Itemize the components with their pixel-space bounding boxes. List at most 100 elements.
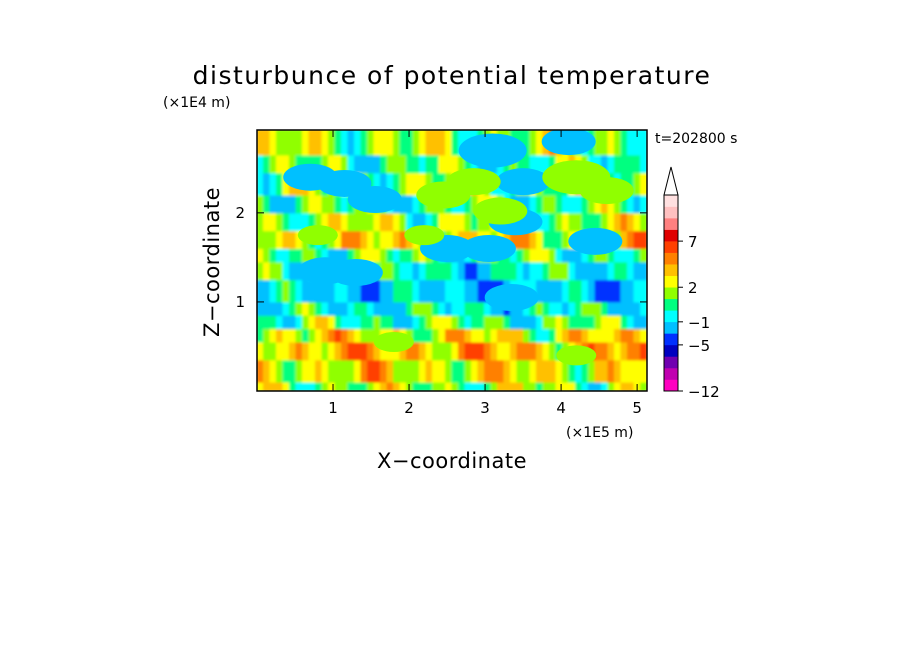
contour-band [633,194,641,214]
contour-band [432,314,440,330]
contour-band [386,130,394,156]
contour-band [594,301,602,316]
contour-band [367,154,375,174]
contour-band [380,247,388,263]
contour-band [529,230,537,249]
contour-band [607,341,615,361]
contour-band [432,261,440,281]
contour-band [257,279,264,303]
contour-band [451,328,459,343]
anomaly-contour [541,130,596,156]
contour-band [263,381,271,391]
contour-band [386,212,394,232]
contour-band [282,261,290,281]
contour-band [516,359,524,383]
contour-band [412,154,420,174]
contour-band [607,130,615,156]
contour-band [399,314,407,330]
contour-band [406,314,414,330]
contour-band [445,279,453,303]
anomaly-contour [473,197,528,225]
contour-band [276,341,284,361]
contour-band [464,314,472,330]
contour-band [393,381,401,391]
contour-band [464,341,472,361]
contour-band [289,247,297,263]
contour-band [276,154,284,174]
contour-band [425,381,433,391]
contour-band [445,314,453,330]
contour-band [341,359,349,383]
x-tick-label: 5 [632,399,642,417]
contour-band [367,314,375,330]
anomaly-contour [328,259,383,287]
contour-band [282,230,290,249]
contour-band [503,328,511,343]
contour-band [484,341,492,361]
contour-band [334,279,342,303]
contour-band [347,359,355,383]
contour-band [341,301,349,316]
contour-band [536,314,544,330]
contour-band [555,212,563,232]
contour-band [581,301,589,316]
anomaly-contour [556,345,597,366]
contour-band [295,230,303,249]
contour-band [464,212,472,232]
contour-band [412,279,420,303]
contour-band [412,247,420,263]
contour-band [315,314,323,330]
y-axis-label: Z−coordinate [200,187,224,337]
colorbar-swatch [664,206,678,219]
contour-band [549,194,557,214]
contour-band [282,130,290,156]
contour-band [282,301,290,316]
contour-band [360,359,368,383]
contour-band [341,328,349,343]
contour-band [412,301,420,316]
contour-band [640,314,647,330]
contour-band [594,359,602,383]
contour-band [640,230,647,249]
contour-band [536,279,544,303]
contour-band [575,328,583,343]
colorbar-label: 2 [688,279,698,297]
contour-band [601,154,609,174]
contour-band [263,172,271,196]
contour-band [354,279,362,303]
contour-band [438,341,446,361]
contour-band [269,194,277,214]
contour-band [542,194,550,214]
y-tick-label: 2 [235,204,245,222]
contour-band [406,261,414,281]
contour-band [438,212,446,232]
contour-band [347,314,355,330]
contour-band [607,212,615,232]
contour-band [373,314,381,330]
contour-band [477,328,485,343]
contour-band [581,212,589,232]
contour-band [445,328,453,343]
contour-band [302,341,310,361]
contour-band [295,314,303,330]
contour-band [393,261,401,281]
contour-band [620,279,628,303]
contour-band [594,381,602,391]
contour-band [432,130,440,156]
contour-band [341,230,349,249]
contour-band [276,301,284,316]
colorbar-swatch [664,298,678,311]
contour-band [341,130,349,156]
anomaly-contour [568,227,623,255]
contour-band [373,172,381,196]
contour-band [640,341,647,361]
contour-band [627,381,635,391]
colorbar-swatch [664,275,678,288]
contour-band [328,301,336,316]
x-axis-label: X−coordinate [377,449,527,473]
contour-band [412,341,420,361]
contour-band [321,381,329,391]
contour-band [601,381,609,391]
contour-band [419,172,427,196]
y-unit-label: (×1E4 m) [163,95,230,111]
